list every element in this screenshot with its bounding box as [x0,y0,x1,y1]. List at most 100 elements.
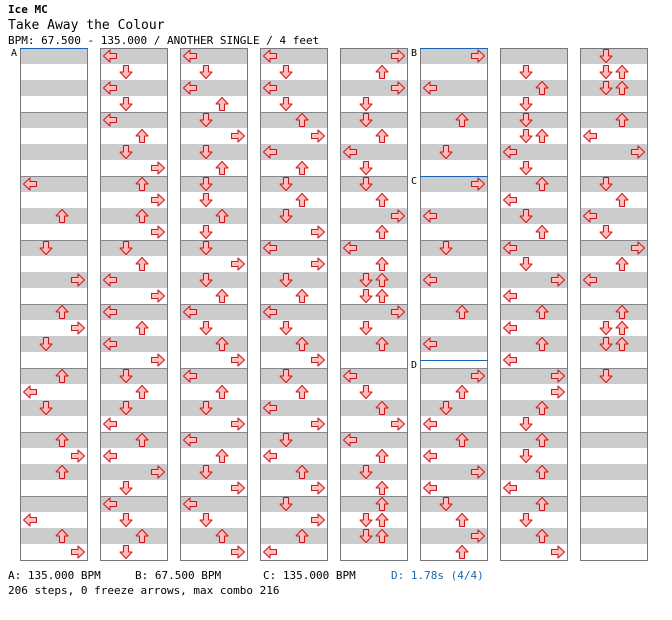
chart-column [420,48,488,561]
step-arrow-icon [150,161,166,175]
step-arrow-icon [199,64,213,80]
measure-band [100,80,168,96]
step-arrow-icon [455,512,469,528]
step-arrow-icon [375,288,389,304]
measure-band [260,368,328,384]
step-arrow-icon [310,129,326,143]
measure-band [420,432,488,448]
measure-band [500,240,568,256]
step-arrow-icon [230,257,246,271]
step-arrow-icon [119,64,133,80]
chart-column [580,48,648,561]
step-arrow-icon [150,353,166,367]
step-stats: 206 steps, 0 freeze arrows, max combo 21… [8,584,280,597]
measure-band [180,496,248,512]
measure-band [260,272,328,288]
section-marker-label: C [411,176,418,187]
step-arrow-icon [519,448,533,464]
measure-band [420,112,488,128]
step-arrow-icon [535,128,549,144]
step-arrow-icon [375,192,389,208]
legend-c: C: 135.000 BPM [263,569,356,582]
step-arrow-icon [215,384,229,400]
measure-band [500,432,568,448]
measure-band [420,48,488,64]
measure-band [20,80,88,96]
measure-band [500,368,568,384]
measure-band [420,496,488,512]
step-arrow-icon [519,128,533,144]
measure-band [580,176,648,192]
measure-band [580,272,648,288]
measure-band [340,272,408,288]
measure-band [340,432,408,448]
step-arrow-icon [119,544,133,560]
measure-band [340,464,408,480]
measure-band [340,48,408,64]
step-arrow-icon [502,481,518,495]
measure-band [260,48,328,64]
measure-band [580,496,648,512]
step-arrow-icon [199,224,213,240]
step-arrow-icon [550,545,566,559]
chart-column [180,48,248,561]
measure-band [20,464,88,480]
measure-band [20,48,88,64]
measure-band [100,400,168,416]
step-arrow-icon [550,385,566,399]
measure-band [180,272,248,288]
legend-a: A: 135.000 BPM [8,569,101,582]
measure-band [500,80,568,96]
step-arrow-icon [215,96,229,112]
step-arrow-icon [375,256,389,272]
measure-band [20,144,88,160]
measure-band [500,464,568,480]
legend-d: D: 1.78s (4/4) [391,569,484,582]
step-arrow-icon [422,417,438,431]
step-arrow-icon [359,384,373,400]
measure-band [100,368,168,384]
measure-band [500,304,568,320]
measure-band [500,112,568,128]
measure-band [500,528,568,544]
measure-band [420,368,488,384]
column-border [580,48,648,561]
column-border [100,48,168,561]
step-arrow-icon [70,449,86,463]
step-arrow-icon [535,224,549,240]
measure-band [180,176,248,192]
measure-band [580,80,648,96]
step-arrow-icon [502,321,518,335]
measure-band [500,176,568,192]
measure-band [20,496,88,512]
measure-band [20,272,88,288]
step-arrow-icon [359,96,373,112]
measure-band [20,176,88,192]
measure-band [580,336,648,352]
step-arrow-icon [310,225,326,239]
measure-band [180,368,248,384]
step-arrow-icon [519,96,533,112]
step-arrow-icon [310,513,326,527]
step-arrow-icon [359,288,373,304]
step-arrow-icon [615,192,629,208]
step-arrow-icon [375,64,389,80]
measure-band [20,432,88,448]
measure-band [260,432,328,448]
measure-band [180,112,248,128]
measure-band [500,208,568,224]
measure-band [420,400,488,416]
measure-band [420,208,488,224]
step-arrow-icon [150,289,166,303]
chart-column [260,48,328,561]
artist-name: Ice MC [8,3,48,16]
measure-band [260,176,328,192]
measure-band [180,144,248,160]
song-title: Take Away the Colour [8,18,165,33]
step-arrow-icon [279,64,293,80]
step-arrow-icon [150,225,166,239]
step-arrow-icon [70,545,86,559]
step-arrow-icon [502,193,518,207]
step-arrow-icon [230,417,246,431]
measure-band [260,400,328,416]
